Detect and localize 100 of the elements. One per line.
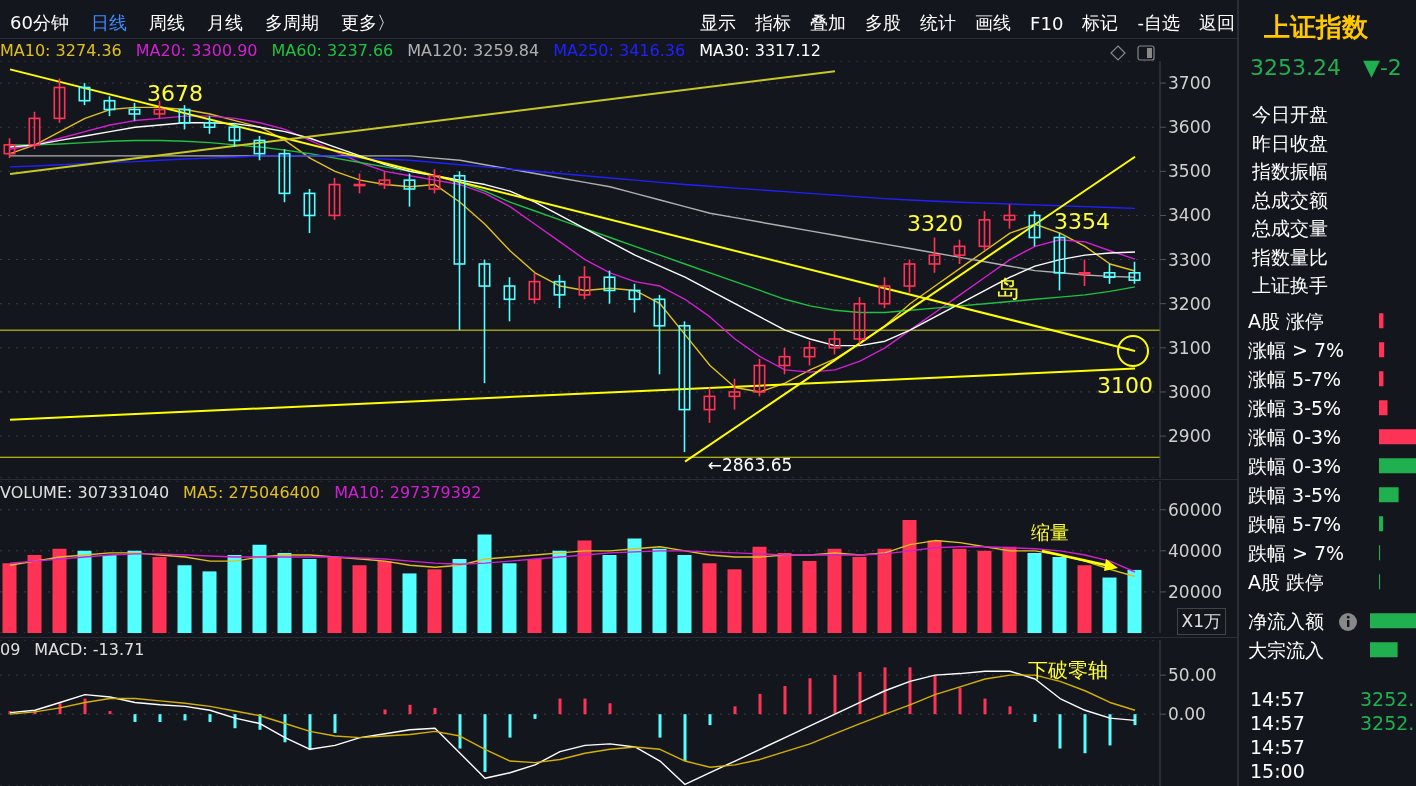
bar xyxy=(608,703,612,715)
text: 标记 xyxy=(1082,11,1119,35)
text: MA120: 3259.84 xyxy=(407,41,540,60)
text: 更多〉 xyxy=(340,11,395,35)
candlestick xyxy=(1128,260,1141,285)
bar xyxy=(158,714,162,722)
candlestick xyxy=(553,274,566,309)
candlestick xyxy=(528,272,541,305)
bar xyxy=(502,563,517,633)
candlestick xyxy=(253,135,266,162)
candlestick xyxy=(278,148,291,204)
candlestick xyxy=(478,258,491,384)
bar xyxy=(327,557,342,633)
text: 指数振幅 xyxy=(1252,159,1328,184)
bar xyxy=(1077,565,1092,633)
bar xyxy=(652,548,667,633)
bar xyxy=(627,538,642,633)
text: MA60: 3237.66 xyxy=(271,41,394,60)
bar xyxy=(1002,546,1017,633)
candlestick xyxy=(903,258,916,294)
text: 今日开盘 xyxy=(1252,102,1328,127)
bar xyxy=(952,548,967,633)
text: -自选 xyxy=(1137,11,1180,35)
annotation: 3320 xyxy=(907,210,963,236)
candlestick xyxy=(303,188,316,234)
bar xyxy=(277,552,292,633)
text: 多股 xyxy=(865,11,902,35)
bar xyxy=(902,520,917,633)
y-tick-label: 40000 xyxy=(1168,540,1223,561)
bar xyxy=(477,534,492,633)
candlestick xyxy=(403,172,416,208)
bar xyxy=(808,678,812,715)
text: 3253.24 xyxy=(1250,55,1341,80)
y-tick-label: 涨幅 0-3% xyxy=(1248,425,1342,448)
annotation: MACD: -13.71 xyxy=(34,640,145,659)
line-series xyxy=(9,546,1136,573)
bar xyxy=(227,554,242,633)
candlestick xyxy=(1053,232,1066,292)
text: 指数量比 xyxy=(1252,244,1328,270)
text: 15:00 xyxy=(1250,760,1305,782)
text: 14:57 xyxy=(1250,736,1305,758)
bar xyxy=(977,550,992,633)
candlestick xyxy=(428,168,441,195)
candlestick xyxy=(228,121,241,148)
text: 14:57 xyxy=(1250,688,1305,710)
candlestick xyxy=(503,276,516,323)
bar xyxy=(202,571,217,633)
y-tick-label: A股 跌停 xyxy=(1248,570,1325,593)
candlestick xyxy=(1078,258,1091,287)
bar xyxy=(77,550,92,633)
bar xyxy=(1033,714,1037,722)
text: 显示 xyxy=(700,11,736,35)
candlestick xyxy=(1028,210,1041,248)
bar xyxy=(733,706,737,715)
annotation: 3354 xyxy=(1054,208,1110,234)
bar xyxy=(302,559,317,633)
candlestick xyxy=(78,82,91,106)
annotation: 岛 xyxy=(996,274,1020,305)
annotation: VOLUME: 307331040 xyxy=(0,483,170,502)
candlestick xyxy=(353,172,366,195)
text: 60分钟 xyxy=(10,11,69,35)
bar xyxy=(108,711,112,715)
bar xyxy=(1127,569,1142,633)
y-tick-label: 60000 xyxy=(1168,499,1223,520)
text: 昨日收盘 xyxy=(1252,130,1328,156)
text: MA10: 297379392 xyxy=(334,483,482,502)
bar xyxy=(933,675,937,715)
bar xyxy=(27,554,42,633)
bar xyxy=(583,698,587,715)
bar xyxy=(427,569,442,633)
bar xyxy=(1379,429,1416,445)
candlestick xyxy=(753,358,766,398)
y-axis-title: X1万 xyxy=(1176,608,1226,635)
bar xyxy=(558,698,562,715)
candlestick xyxy=(453,170,466,331)
bar xyxy=(183,714,187,721)
bar xyxy=(127,550,142,633)
candlestick xyxy=(603,269,616,305)
bar xyxy=(602,554,617,633)
candlestick xyxy=(628,283,641,314)
bar xyxy=(1058,714,1062,749)
candlestick xyxy=(1103,263,1116,285)
y-tick-label: 涨幅 3-5% xyxy=(1248,396,1342,419)
bar xyxy=(452,559,467,633)
text: 画线 xyxy=(975,11,1012,35)
bar xyxy=(152,557,167,633)
text: 多周期 xyxy=(264,11,319,35)
annotation: 下破零轴 xyxy=(1028,656,1108,684)
bar xyxy=(852,557,867,633)
bar xyxy=(527,559,542,633)
bar xyxy=(927,540,942,633)
text: MA20: 3300.90 xyxy=(135,41,258,60)
bar xyxy=(883,667,887,715)
bar xyxy=(283,714,287,743)
bar xyxy=(458,714,462,749)
bar xyxy=(433,707,437,715)
y-tick-label: 3000 xyxy=(1168,381,1212,402)
text: 指标 xyxy=(755,11,792,35)
bar xyxy=(1083,714,1087,754)
text: 统计 xyxy=(920,11,957,35)
